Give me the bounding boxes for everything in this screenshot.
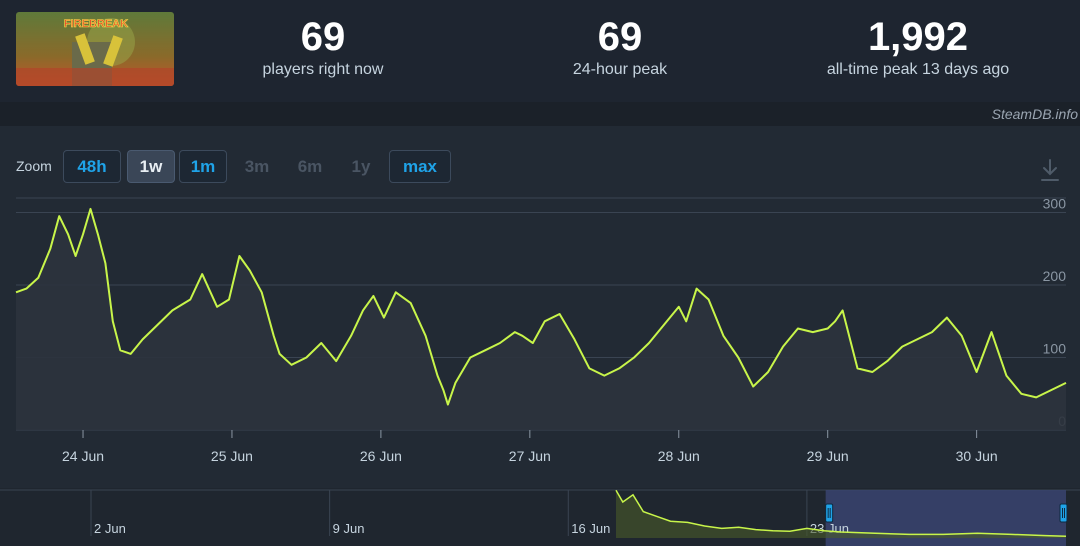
- series-line: [15, 207, 1067, 406]
- zoom-button-max[interactable]: max: [389, 150, 451, 183]
- x-tick-label: 24 Jun: [62, 448, 104, 464]
- stat-value: 1,992: [867, 15, 969, 59]
- game-artwork: FIREBREAK: [16, 12, 174, 86]
- x-tick-label: 28 Jun: [658, 448, 700, 464]
- x-tick-label: 25 Jun: [211, 448, 253, 464]
- stat-value: 69: [300, 15, 346, 59]
- stats-header: FIREBREAK 69 players right now 69 24-hou…: [0, 0, 1080, 102]
- steamdb-credit[interactable]: SteamDB.info: [991, 106, 1078, 122]
- zoom-button-1m[interactable]: 1m: [179, 150, 227, 183]
- download-icon[interactable]: [1040, 158, 1060, 182]
- game-thumbnail[interactable]: FIREBREAK: [16, 12, 174, 86]
- series-area: [16, 208, 1066, 430]
- navigator-handle-right: [1059, 503, 1068, 523]
- stat-value: 69: [597, 15, 643, 59]
- navigator-handle-left: [825, 503, 834, 523]
- navigator-tick-label: 9 Jun: [333, 521, 365, 536]
- zoom-button-1y: 1y: [351, 156, 371, 176]
- y-tick-label: 100: [1043, 341, 1067, 357]
- zoom-button-6m: 6m: [297, 156, 323, 176]
- game-logo-text: FIREBREAK: [64, 18, 128, 30]
- x-tick-label: 27 Jun: [509, 448, 551, 464]
- zoom-label: Zoom: [16, 158, 52, 174]
- x-tick-label: 29 Jun: [807, 448, 849, 464]
- navigator-tick-label: 16 Jun: [571, 521, 610, 536]
- stat-current-players: 69 players right now: [243, 14, 403, 80]
- zoom-button-1w[interactable]: 1w: [127, 150, 175, 183]
- x-tick-label: 30 Jun: [956, 448, 998, 464]
- stat-24h-peak: 69 24-hour peak: [540, 14, 700, 80]
- navigator-tick-label: 2 Jun: [94, 521, 126, 536]
- stat-label: all-time peak 13 days ago: [826, 61, 1010, 78]
- y-tick-label: 300: [1043, 196, 1067, 212]
- y-tick-label: 200: [1043, 268, 1067, 284]
- stat-label: players right now: [262, 61, 384, 78]
- x-tick-label: 26 Jun: [360, 448, 402, 464]
- navigator-area: [616, 490, 1066, 538]
- stat-all-time-peak: 1,992 all-time peak 13 days ago: [808, 14, 1028, 80]
- stat-label: 24-hour peak: [572, 61, 668, 78]
- zoom-button-3m: 3m: [244, 156, 270, 176]
- chart-navigator[interactable]: 2 Jun 9 Jun 16 Jun 23 Jun: [0, 488, 1080, 546]
- zoom-button-48h[interactable]: 48h: [63, 150, 121, 183]
- navigator-line: [615, 489, 1067, 538]
